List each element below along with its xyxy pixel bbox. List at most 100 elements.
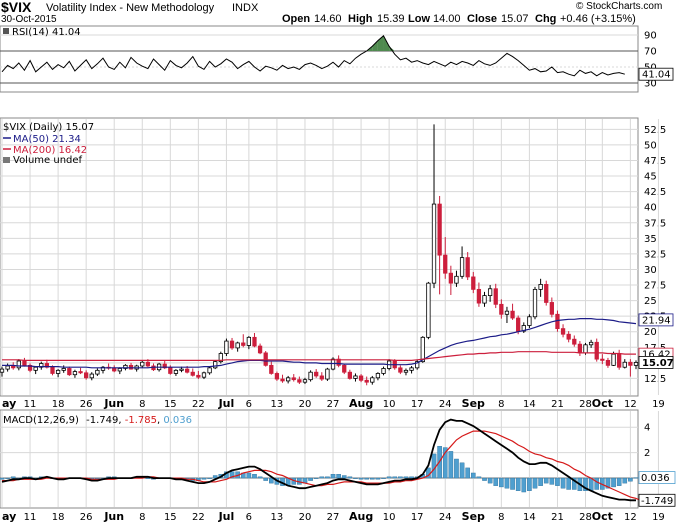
rsi-overbought-fill	[383, 35, 390, 51]
macd-histogram-bar	[386, 476, 392, 479]
candle-up	[325, 368, 330, 380]
date-tick-label: 26	[80, 512, 93, 523]
macd-histogram-bar	[448, 451, 454, 479]
candle-up	[302, 379, 308, 383]
macd-histogram-bar	[5, 477, 10, 479]
macd-legend-macd-value: -1.749	[86, 415, 118, 426]
date-tick-label: 8	[139, 399, 145, 410]
macd-last-value-label: 0.036	[641, 473, 670, 484]
macd-histogram-bar	[622, 477, 628, 484]
date-tick-label: Sep	[462, 397, 485, 410]
date-tick-label: 21	[551, 399, 564, 410]
price-tick-label: 50	[644, 140, 657, 151]
macd-histogram-bar	[229, 471, 235, 479]
date-tick-label: 18	[52, 512, 65, 523]
price-panel-frame	[0, 117, 639, 397]
date-tick-label: 11	[24, 399, 37, 410]
macd-histogram-bar	[487, 477, 493, 484]
candle-down	[229, 340, 235, 349]
candle-down	[443, 254, 448, 274]
candle-up	[173, 369, 179, 374]
price-tick-label: 12.5	[644, 374, 666, 385]
price-last-value-box	[638, 313, 674, 327]
macd-histogram-bar	[459, 462, 465, 479]
candle-down	[190, 371, 195, 376]
rsi-last-value-label: 41.04	[642, 70, 671, 81]
date-tick-label: Sep	[462, 510, 485, 523]
date-tick-label: 11	[24, 512, 37, 523]
date-tick-label: Oct	[592, 397, 613, 410]
candle-down	[162, 363, 167, 369]
candle-up	[482, 295, 487, 304]
macd-panel: 4 2 0.036 -1.749	[0, 411, 676, 507]
date-tick-label: 24	[439, 512, 452, 523]
macd-last-value-box	[638, 471, 676, 484]
candle-up	[61, 368, 66, 371]
candle-up	[527, 316, 532, 326]
candle-up	[420, 336, 425, 363]
candle-down	[84, 372, 89, 379]
rsi-line	[1, 35, 625, 77]
macd-line	[1, 418, 636, 502]
rsi-tick-label-90: 90	[644, 31, 657, 42]
candle-down	[314, 371, 319, 377]
macd-histogram-bar	[145, 477, 151, 479]
candle-up	[459, 257, 465, 277]
macd-histogram-bar	[454, 458, 459, 479]
candle-up	[33, 366, 38, 371]
candle-down	[448, 272, 453, 284]
date-tick-label: Jun	[103, 510, 124, 523]
chg-value: +0.46 (+3.15%)	[560, 13, 636, 25]
candle-up	[39, 363, 44, 368]
candle-down	[594, 341, 599, 360]
candle-down	[145, 361, 151, 367]
rsi-legend-label: RSI(14) 41.04	[12, 27, 81, 38]
date-tick-label: Aug	[349, 510, 373, 523]
candle-down	[549, 302, 554, 315]
volume-legend-swatch	[3, 157, 10, 163]
macd-histogram-bar	[308, 477, 313, 481]
candle-down	[252, 336, 257, 347]
macd-histogram-bar	[409, 476, 414, 479]
date-tick-label: 14	[523, 399, 536, 410]
macd-histogram-bar	[611, 477, 616, 488]
candle-down	[358, 375, 364, 381]
candle-down	[257, 345, 263, 354]
date-tick-label: 10	[383, 399, 396, 410]
price-legend: $VIX (Daily) 15.07 MA(50) 21.34 MA(200) …	[3, 122, 94, 166]
candle-up	[5, 365, 10, 370]
close-value: 15.07	[501, 13, 529, 25]
candle-down	[555, 313, 560, 330]
date-tick-label: 20	[299, 399, 312, 410]
date-tick-label: 27	[327, 512, 340, 523]
price-tick-label: 35	[644, 234, 657, 245]
macd-histogram-bar	[527, 477, 532, 491]
macd-legend: MACD(12,26,9) -1.749, -1.785, 0.036	[3, 415, 192, 426]
macd-histogram-bar	[499, 477, 504, 488]
macd-histogram-bar	[504, 477, 510, 489]
chart-date: 30-Oct-2015	[1, 14, 57, 25]
candle-up	[409, 367, 414, 371]
candle-down	[398, 367, 403, 373]
macd-histogram-bar	[369, 477, 375, 480]
high-label: High	[348, 13, 373, 25]
rsi-tick-label-30: 30	[644, 79, 657, 90]
candle-up	[504, 310, 510, 315]
candle-up	[218, 353, 223, 363]
candle-down	[605, 359, 611, 366]
candle-down	[510, 310, 515, 319]
rsi-overbought-fill	[372, 40, 378, 51]
macd-histogram-bar	[403, 476, 409, 479]
candle-up	[286, 377, 291, 382]
candle-up	[588, 341, 594, 346]
candle-down	[493, 288, 498, 305]
candle-down	[336, 358, 341, 366]
date-tick-label: 19	[652, 399, 665, 410]
date-tick-label: 10	[383, 512, 396, 523]
candle-down	[78, 371, 83, 374]
candle-up	[487, 288, 493, 297]
macd-histogram-bar	[319, 476, 325, 479]
price-tick-label: 40	[644, 203, 657, 214]
price-last-value-label: 15.07	[642, 358, 674, 369]
